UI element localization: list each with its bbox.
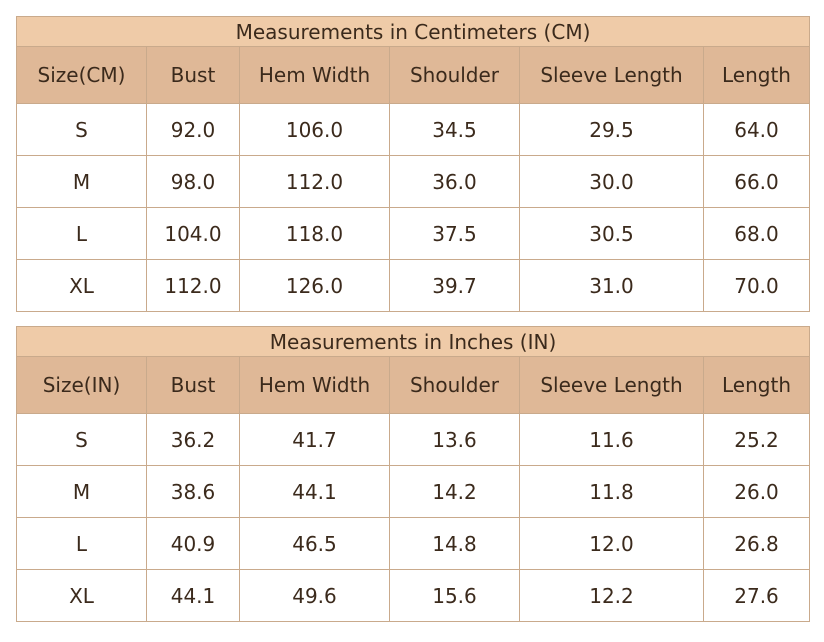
header-cell: Hem Width <box>239 46 390 104</box>
table-title: Measurements in Inches (IN) <box>15 326 811 357</box>
cell: 12.2 <box>519 569 704 622</box>
cell: 26.0 <box>702 465 811 518</box>
cell: 104.0 <box>146 207 240 260</box>
title-row: Measurements in Centimeters (CM) <box>16 16 810 47</box>
cell: 29.5 <box>519 103 704 156</box>
cell: 38.6 <box>146 465 240 518</box>
title-row: Measurements in Inches (IN) <box>15 326 811 357</box>
header-cell: Shoulder <box>389 46 520 104</box>
data-row: S 36.2 41.7 13.6 11.6 25.2 <box>16 413 811 466</box>
data-row: M 38.6 44.1 14.2 11.8 26.0 <box>16 465 811 518</box>
cell: 34.5 <box>389 103 520 156</box>
cell: 15.6 <box>389 569 520 622</box>
header-cell: Size(CM) <box>16 46 147 104</box>
cell: 30.0 <box>519 155 704 208</box>
header-row: Size(IN) Bust Hem Width Shoulder Sleeve Leng… <box>16 356 811 414</box>
cell: 31.0 <box>519 259 704 312</box>
cell: M <box>16 465 147 518</box>
cell: 49.6 <box>239 569 390 622</box>
cell: 36.0 <box>389 155 520 208</box>
cell: 106.0 <box>239 103 390 156</box>
cell: 11.6 <box>519 413 704 466</box>
header-cell: Size(IN) <box>16 356 147 414</box>
cell: 36.2 <box>146 413 240 466</box>
header-cell: Length <box>703 46 810 104</box>
cell: 30.5 <box>519 207 704 260</box>
size-table: Measurements in Centimeters (CM) Size(CM)… <box>16 16 810 312</box>
cell: 40.9 <box>146 517 240 570</box>
data-row: S 92.0 106.0 34.5 29.5 64.0 <box>16 103 810 156</box>
cell: 13.6 <box>389 413 520 466</box>
cell: XL <box>16 259 147 312</box>
cell: 26.8 <box>702 517 811 570</box>
cell: 70.0 <box>703 259 810 312</box>
cell: 41.7 <box>239 413 390 466</box>
header-cell: Sleeve Length <box>519 46 704 104</box>
cell: S <box>16 413 147 466</box>
cell: 126.0 <box>239 259 390 312</box>
cell: 98.0 <box>146 155 240 208</box>
cell: 11.8 <box>519 465 704 518</box>
cell: 14.8 <box>389 517 520 570</box>
header-row: Size(CM) Bust Hem Width Shoulder Sleeve Leng… <box>16 46 810 104</box>
data-row: L 40.9 46.5 14.8 12.0 26.8 <box>16 517 811 570</box>
header-cell: Bust <box>146 46 240 104</box>
header-cell: Hem Width <box>239 356 390 414</box>
header-cell: Bust <box>146 356 240 414</box>
cell: 39.7 <box>389 259 520 312</box>
cell: 14.2 <box>389 465 520 518</box>
header-cell: Length <box>702 356 811 414</box>
cell: 68.0 <box>703 207 810 260</box>
cell: 92.0 <box>146 103 240 156</box>
cell: S <box>16 103 147 156</box>
cell: 12.0 <box>519 517 704 570</box>
data-row: L 104.0 118.0 37.5 30.5 68.0 <box>16 207 810 260</box>
cell: L <box>16 517 147 570</box>
cell: M <box>16 155 147 208</box>
header-cell: Sleeve Length <box>519 356 704 414</box>
cell: 46.5 <box>239 517 390 570</box>
cell: XL <box>16 569 147 622</box>
cell: 64.0 <box>703 103 810 156</box>
cell: 118.0 <box>239 207 390 260</box>
data-row: M 98.0 112.0 36.0 30.0 66.0 <box>16 155 810 208</box>
data-row: XL 44.1 49.6 15.6 12.2 27.6 <box>16 569 811 622</box>
cell: L <box>16 207 147 260</box>
data-row: XL 112.0 126.0 39.7 31.0 70.0 <box>16 259 810 312</box>
table-title: Measurements in Centimeters (CM) <box>16 16 810 47</box>
cell: 44.1 <box>146 569 240 622</box>
cell: 37.5 <box>389 207 520 260</box>
cell: 27.6 <box>702 569 811 622</box>
cell: 66.0 <box>703 155 810 208</box>
cell: 44.1 <box>239 465 390 518</box>
cell: 25.2 <box>702 413 811 466</box>
header-cell: Shoulder <box>389 356 520 414</box>
cell: 112.0 <box>239 155 390 208</box>
cell: 112.0 <box>146 259 240 312</box>
size-table: Measurements in Inches (IN) Size(IN) Bust H… <box>15 326 811 622</box>
